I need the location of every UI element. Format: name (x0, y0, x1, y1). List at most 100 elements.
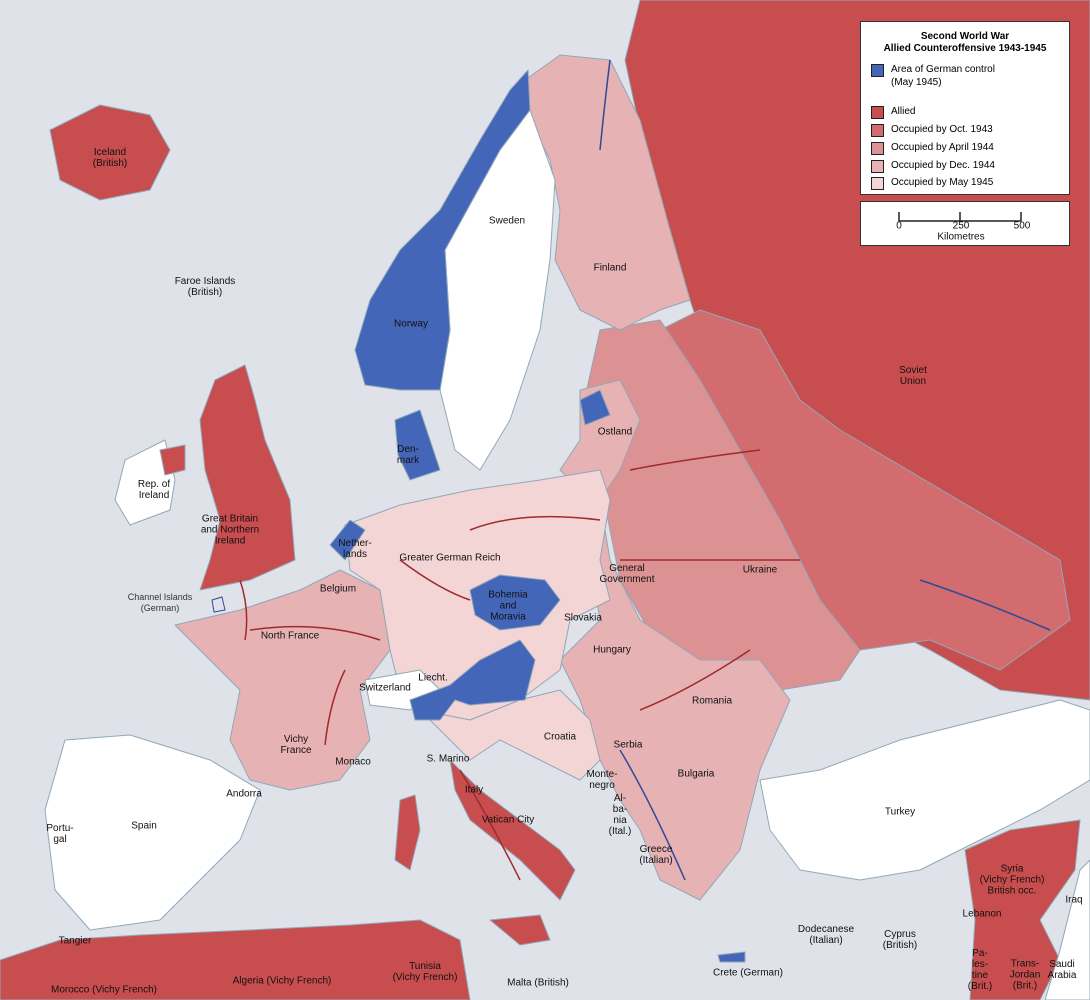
region-saudi-iraq (1044, 859, 1090, 1000)
arrow-german-3 (619, 749, 686, 881)
label-sanmarino: S. Marino (426, 753, 470, 765)
label-ostland: Ostland (597, 426, 633, 438)
legend-title-line1: Second World War (920, 31, 1010, 42)
legend-item-apr-1944: Occupied by April 1944 (871, 141, 994, 155)
label-soviet: Soviet Union (899, 365, 927, 387)
label-portugal: Portu- gal (46, 823, 74, 845)
label-palestine: Pa- les- tine (Brit.) (967, 948, 993, 992)
arrow-france (249, 625, 381, 641)
label-sweden: Sweden (488, 215, 526, 227)
region-great-britain (199, 364, 296, 591)
label-vichy: Vichy France (280, 734, 312, 756)
label-netherlands: Nether- lands (338, 538, 372, 560)
allied-arrows (239, 449, 800, 881)
label-belgium: Belgium (319, 583, 357, 595)
label-reich: Greater German Reich (399, 552, 501, 564)
region-northern-ireland (159, 444, 186, 476)
label-spain: Spain (131, 820, 157, 832)
label-denmark: Den- mark (396, 444, 420, 466)
arrow-east-3 (639, 649, 751, 711)
arrow-german-2 (599, 59, 611, 151)
arrow-south-france (324, 669, 346, 746)
arrow-normandy (239, 579, 248, 641)
label-croatia: Croatia (543, 731, 577, 743)
legend-label: Occupied by Dec. 1944 (891, 160, 995, 171)
label-turkey: Turkey (884, 806, 916, 818)
label-morocco: Morocco (Vichy French) (51, 984, 157, 996)
legend-swatch (871, 142, 884, 155)
label-slovakia: Slovakia (564, 612, 602, 624)
legend-swatch (871, 106, 884, 119)
legend-swatch (871, 160, 884, 173)
region-levant (964, 819, 1081, 1000)
label-liecht: Liecht. (418, 672, 448, 684)
region-iberia (44, 734, 261, 931)
label-monaco: Monaco (335, 756, 371, 768)
arrow-italy (459, 769, 521, 881)
legend-item-german-control: Area of German control (May 1945) (871, 63, 995, 89)
legend-label: Area of German control (May 1945) (891, 64, 995, 88)
region-france (174, 569, 391, 791)
label-iceland: Iceland (British) (92, 147, 128, 169)
scale-tick-0: 0 (896, 220, 902, 232)
label-hungary: Hungary (593, 644, 631, 656)
region-north-italy-croatia (419, 689, 601, 781)
label-romania: Romania (691, 695, 733, 707)
legend-label: Occupied by April 1944 (891, 142, 994, 153)
label-dodecanese: Dodecanese (Italian) (797, 924, 855, 946)
label-albania: Al- ba- nia (Ital.) (608, 793, 632, 837)
region-north-africa (0, 919, 471, 1000)
label-crete: Crete (German) (712, 967, 784, 979)
label-saudi: Saudi Arabia (1047, 959, 1077, 981)
region-sicily (489, 914, 551, 946)
scale-bar: 0 250 500 Kilometres (860, 201, 1070, 246)
label-ukraine: Ukraine (742, 564, 778, 576)
region-south-italy (449, 759, 576, 901)
label-faroe: Faroe Islands (British) (174, 276, 236, 298)
region-turkey (759, 699, 1090, 881)
legend-label: Allied (891, 106, 916, 117)
label-cyprus: Cyprus (British) (882, 929, 918, 951)
legend-swatch (871, 64, 884, 77)
label-montenegro: Monte- negro (586, 769, 618, 791)
label-malta: Malta (British) (507, 977, 569, 989)
label-bohemia: Bohemia and Moravia (488, 589, 528, 623)
region-austria (409, 639, 536, 721)
label-gen-gov: General Government (599, 563, 655, 585)
region-bohemia (469, 574, 561, 631)
label-channel: Channel Islands (German) (127, 592, 193, 613)
label-andorra: Andorra (226, 788, 262, 800)
label-norway: Norway (394, 318, 428, 330)
scale-bar-line (898, 212, 1022, 222)
label-serbia: Serbia (613, 739, 643, 751)
legend-label: Occupied by May 1945 (891, 177, 994, 188)
region-channel-islands (211, 596, 226, 613)
scale-unit: Kilometres (937, 231, 985, 243)
label-greece: Greece (Italian) (639, 844, 673, 866)
label-north-france: North France (260, 630, 320, 642)
german-arrows (599, 59, 1051, 881)
label-finland: Finland (593, 262, 627, 274)
arrow-german-1 (919, 579, 1051, 631)
region-ireland (114, 439, 176, 526)
legend-swatch (871, 124, 884, 137)
label-vatican: Vatican City (481, 814, 535, 826)
arrow-east-1 (629, 449, 761, 471)
legend-swatch (871, 177, 884, 190)
label-transjordan: Trans- Jordan (Brit.) (1009, 958, 1041, 992)
legend: Second World War Allied Counteroffensive… (860, 21, 1070, 195)
legend-label: Occupied by Oct. 1943 (891, 124, 993, 135)
scale-tick-500: 500 (1013, 220, 1031, 232)
region-sardinia-corsica (394, 794, 421, 871)
label-tangier: Tangier (58, 935, 92, 947)
label-iraq: Iraq (1065, 894, 1083, 906)
region-sweden (439, 109, 556, 471)
label-gb: Great Britain and Northern Ireland (200, 513, 260, 547)
region-crete (717, 951, 746, 963)
region-denmark (394, 409, 441, 481)
label-ireland: Rep. of Ireland (137, 479, 171, 501)
region-courland (579, 389, 611, 426)
label-tunisia: Tunisia (Vichy French) (392, 961, 458, 983)
